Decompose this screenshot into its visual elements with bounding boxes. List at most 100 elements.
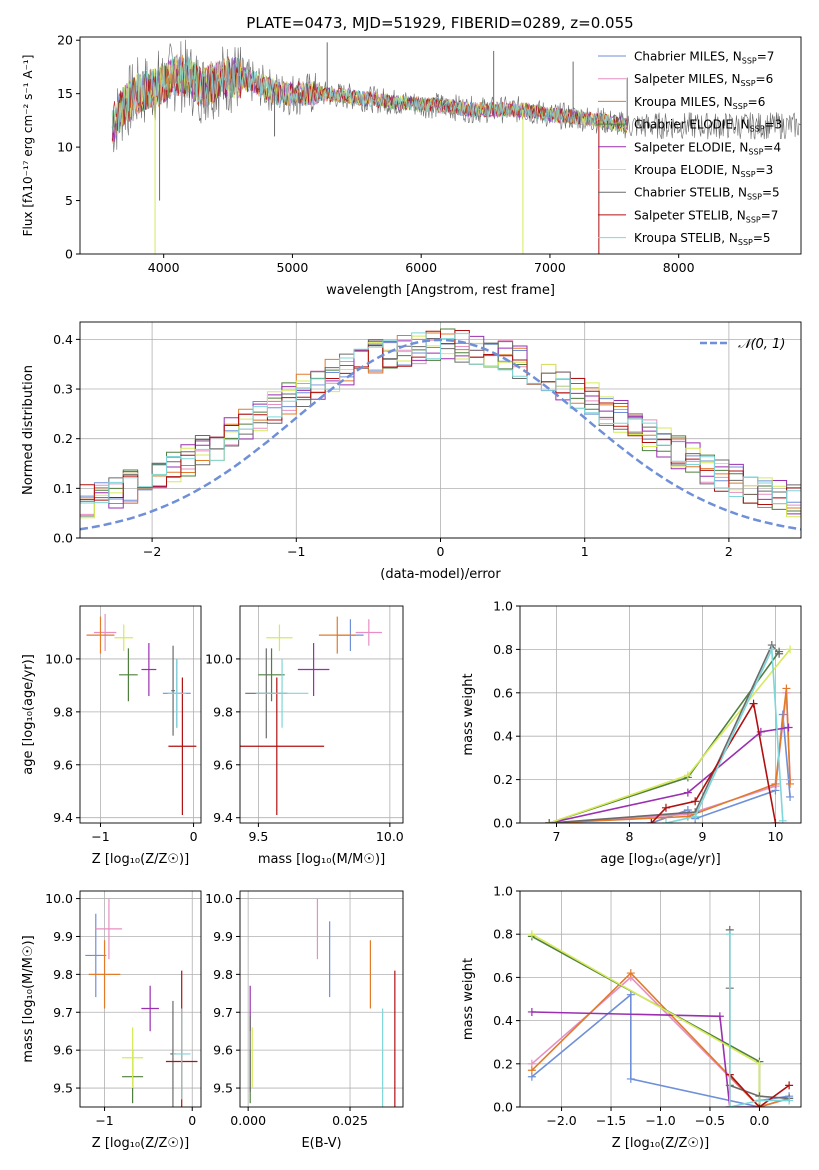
x-tick-label: −2.0	[546, 1113, 576, 1128]
y-tick-label: 10.0	[45, 651, 73, 666]
y-tick-label: 0.2	[53, 431, 73, 446]
x-axis-label: Z [log₁₀(Z/Z☉)]	[92, 852, 189, 867]
legend-entry: Salpeter ELODIE, NSSP=4	[634, 140, 781, 156]
y-tick-label: 9.7	[53, 1005, 73, 1020]
legend-entry: Chabrier ELODIE, NSSP=3	[634, 118, 782, 134]
weight-point-marker	[775, 649, 784, 658]
x-tick-label: 5000	[277, 260, 309, 275]
weight-point-marker	[782, 684, 791, 693]
weight-point-marker	[786, 779, 795, 788]
y-tick-label: 1.0	[493, 599, 513, 614]
legend-entry: Chabrier MILES, NSSP=7	[634, 50, 774, 66]
legend-entry: Kroupa STELIB, NSSP=5	[634, 231, 771, 247]
x-tick-label: 9.5	[248, 829, 268, 844]
y-tick-label: 5	[65, 193, 73, 208]
y-tick-label: 0.4	[493, 729, 513, 744]
x-axis-label: mass [log₁₀(M/M☉)]	[258, 852, 385, 867]
weight-series-line	[729, 934, 790, 1107]
x-tick-label: 0.0	[749, 1113, 769, 1128]
x-axis-label: E(B-V)	[301, 1136, 341, 1151]
weight-point-marker	[683, 812, 692, 821]
weight-point-marker	[771, 779, 780, 788]
weight-point-marker	[785, 1096, 794, 1105]
axes-frame	[239, 890, 404, 1108]
weight-point-marker	[755, 1059, 764, 1068]
y-tick-label: 0	[65, 247, 73, 262]
weight-point-marker	[691, 812, 700, 821]
weight-point-marker	[786, 645, 795, 654]
weight-point-marker	[755, 1096, 764, 1105]
x-axis-label: Z [log₁₀(Z/Z☉)]	[612, 1136, 709, 1151]
axes-frame	[239, 605, 404, 824]
panel-z_weight: −2.0 −1.5 −1.0 −0.5 0.0 0.0 0.2 0.4 0.6 0.8 1.0 Z […	[461, 884, 802, 1151]
y-tick-label: 9.8	[53, 967, 73, 982]
y-tick-label: 9.6	[213, 1043, 233, 1058]
panel-hist: −2 −1 0 1 2 0.0 0.1 0.2 0.3 0.4 (data-model)/error…	[21, 321, 802, 582]
weight-series-line	[531, 1011, 760, 1107]
y-tick-label: 0.2	[493, 1056, 513, 1071]
weight-point-marker	[527, 1066, 536, 1075]
y-tick-label: 9.6	[53, 757, 73, 772]
weight-point-marker	[626, 990, 635, 999]
plot-area	[240, 616, 382, 816]
y-tick-label: 9.8	[213, 967, 233, 982]
x-tick-label: 10	[768, 829, 784, 844]
x-tick-label: −1.0	[645, 1113, 675, 1128]
x-tick-label: −1	[91, 829, 109, 844]
y-tick-label: 0.4	[493, 1013, 513, 1028]
y-tick-label: 0.2	[493, 772, 513, 787]
y-tick-label: 10.0	[205, 651, 233, 666]
weight-point-marker	[767, 645, 776, 654]
weight-series-line	[665, 649, 784, 823]
plot-area	[545, 641, 795, 823]
x-tick-label: −1.5	[596, 1113, 626, 1128]
y-tick-label: 9.8	[53, 704, 73, 719]
axes-frame	[519, 605, 802, 824]
y-tick-label: 0.1	[53, 481, 73, 496]
y-axis-label: age [log₁₀(age/yr)]	[21, 654, 36, 775]
x-tick-label: 0.025	[332, 1113, 368, 1128]
weight-point-marker	[785, 1081, 794, 1090]
y-tick-label: 0.4	[53, 332, 73, 347]
x-axis-label: Z [log₁₀(Z/Z☉)]	[92, 1136, 189, 1151]
weight-series-line	[549, 726, 789, 823]
weight-point-marker	[626, 969, 635, 978]
y-tick-label: 9.8	[213, 704, 233, 719]
x-tick-label: −1	[287, 544, 305, 559]
y-tick-label: 9.6	[53, 1043, 73, 1058]
x-tick-label: 7000	[534, 260, 566, 275]
weight-point-marker	[661, 819, 670, 823]
x-tick-label: 6000	[405, 260, 437, 275]
gaussian-curve	[80, 338, 801, 531]
y-tick-label: 20	[57, 33, 73, 48]
y-tick-label: 0.6	[493, 970, 513, 985]
x-tick-label: 2	[725, 544, 733, 559]
x-tick-label: −0.5	[695, 1113, 725, 1128]
weight-point-marker	[661, 803, 670, 812]
y-axis-label: mass weight	[461, 673, 476, 755]
panel-mass_age: 9.5 10.0 9.4 9.6 9.8 10.0 mass [log₁₀(M/M☉)]	[205, 605, 404, 867]
y-tick-label: 9.7	[213, 1005, 233, 1020]
x-axis-label: (data-model)/error	[380, 567, 501, 582]
weight-point-marker	[683, 771, 692, 780]
x-tick-label: 4000	[148, 260, 180, 275]
weight-point-marker	[771, 819, 780, 823]
x-tick-label: 8000	[663, 260, 695, 275]
weight-point-marker	[691, 797, 700, 806]
panel-ebv_mass: 0.000 0.025 9.5 9.6 9.7 9.8 9.9 10.0 E(B-V)	[205, 890, 404, 1151]
weight-point-marker	[749, 699, 758, 708]
y-tick-label: 0.0	[493, 816, 513, 831]
axes-frame	[79, 605, 202, 824]
weight-point-marker	[647, 819, 656, 823]
plot-area	[249, 898, 396, 1107]
x-tick-label: 9	[698, 829, 706, 844]
x-tick-label: 8	[626, 829, 634, 844]
weight-series-line	[650, 701, 777, 823]
y-tick-label: 9.5	[53, 1081, 73, 1096]
weight-point-marker	[527, 930, 536, 939]
x-tick-label: −1	[95, 1113, 113, 1128]
plot-area	[111, 39, 801, 254]
weight-point-marker	[626, 1074, 635, 1083]
x-tick-label: −2	[143, 544, 161, 559]
